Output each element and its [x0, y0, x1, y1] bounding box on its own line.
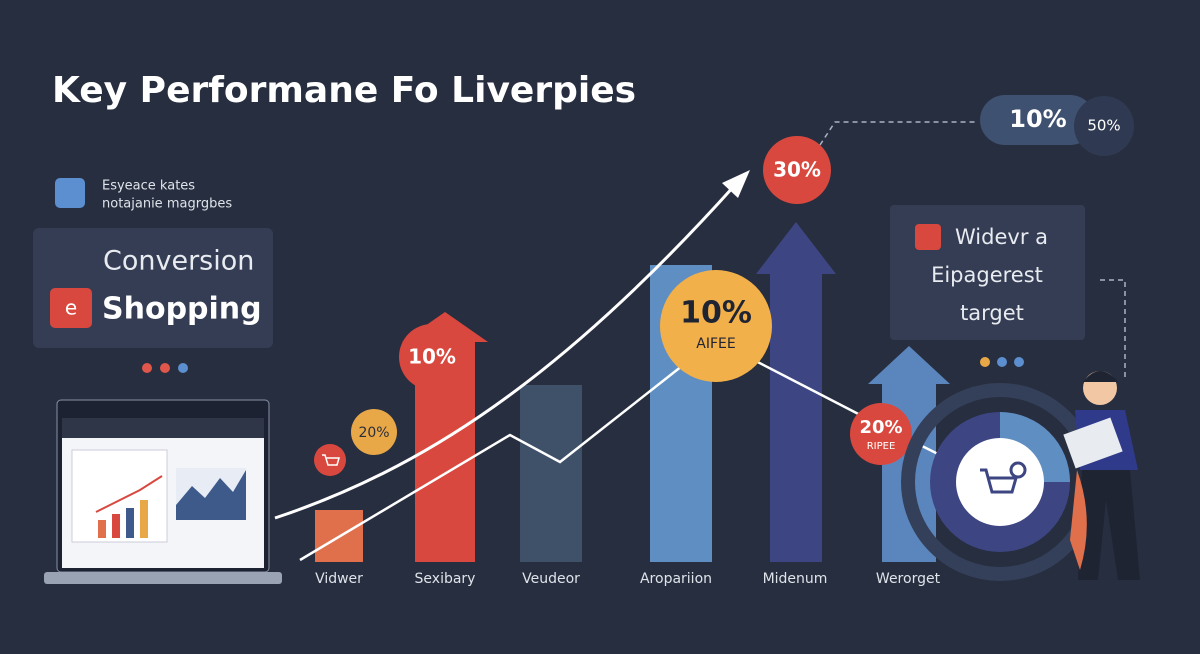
- card: [33, 228, 273, 348]
- connector: [819, 121, 975, 146]
- badge-text: 20%: [358, 425, 389, 441]
- cart-icon: [980, 468, 1018, 494]
- bar: [520, 385, 582, 562]
- person-coat: [1070, 470, 1087, 570]
- badge-text: 20%: [859, 417, 902, 438]
- icon: [50, 288, 92, 328]
- badge: [763, 136, 831, 204]
- pill: [980, 95, 1095, 145]
- cart-badge: [314, 444, 346, 476]
- connector: [1100, 279, 1126, 380]
- mini-line: [95, 475, 163, 513]
- laptop-header: [62, 418, 264, 438]
- card-text: target: [960, 301, 1024, 325]
- bar-arrow: [868, 346, 950, 384]
- pill-circle: [1074, 96, 1134, 156]
- dot: [142, 363, 152, 373]
- dot: [160, 363, 170, 373]
- pill-side: 50%: [1087, 117, 1120, 135]
- icon-glyph: e: [65, 296, 77, 320]
- badge-text: 30%: [773, 158, 821, 182]
- person-hair: [1083, 371, 1118, 382]
- legend-icon: [55, 178, 85, 208]
- category-label: Vidwer: [315, 571, 363, 587]
- cart-icon: [322, 454, 340, 466]
- badge: [399, 324, 465, 390]
- legend-text: notajanie magrgbes: [102, 197, 232, 212]
- mini-bar: [140, 500, 148, 538]
- pill-value: 10%: [1009, 105, 1066, 133]
- title: Key Performane Fo Liverpies: [52, 70, 636, 111]
- card-label: Shopping: [102, 292, 262, 327]
- badge-sub: AIFEE: [696, 336, 735, 352]
- bar-arrow: [756, 222, 836, 274]
- tablet: [1063, 417, 1123, 469]
- badge-sub: RIPEE: [867, 441, 896, 452]
- legend-text: Esyeace kates: [102, 179, 195, 194]
- badge: [850, 403, 912, 465]
- ring-center: [956, 438, 1044, 526]
- trend-arrow: [274, 183, 737, 520]
- gear-icon: [1009, 461, 1027, 479]
- mini-bar: [126, 508, 134, 538]
- badge-text: 10%: [680, 296, 752, 331]
- dot: [997, 357, 1007, 367]
- lock-icon: [915, 224, 941, 250]
- category-label: Sexibary: [415, 571, 476, 587]
- badge: [351, 409, 397, 455]
- dot: [980, 357, 990, 367]
- badge-text: 10%: [408, 345, 456, 369]
- badge: [660, 270, 772, 382]
- card-heading: Conversion: [103, 246, 254, 277]
- category-label: Werorget: [876, 571, 941, 587]
- laptop-base: [44, 572, 282, 584]
- category-label: Aropariion: [640, 571, 712, 587]
- category-label: Midenum: [763, 571, 828, 587]
- arrow-head: [722, 170, 750, 198]
- mini-bar: [112, 514, 120, 538]
- card-text: Widevr a: [955, 225, 1048, 249]
- dot: [1014, 357, 1024, 367]
- mini-area: [176, 470, 246, 520]
- card-text: Eipagerest: [931, 263, 1043, 287]
- mini-bar: [98, 520, 106, 538]
- person-legs: [1078, 470, 1140, 580]
- dot: [178, 363, 188, 373]
- bar: [770, 272, 822, 562]
- category-label: Veudeor: [522, 571, 580, 587]
